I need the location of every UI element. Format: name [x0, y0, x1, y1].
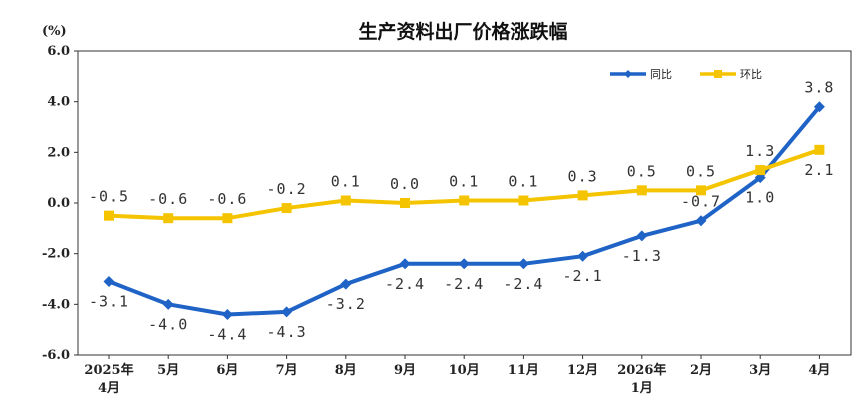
data-point — [340, 278, 352, 290]
data-point — [636, 185, 647, 196]
x-tick-label: 7月 — [276, 363, 298, 378]
data-label: 0.3 — [568, 167, 598, 185]
data-point — [813, 101, 825, 113]
data-point — [340, 195, 351, 206]
data-label: -2.4 — [385, 275, 425, 293]
y-tick-label: 6.0 — [47, 44, 70, 59]
y-tick-label: -2.0 — [42, 247, 70, 262]
data-label: 1.3 — [745, 142, 775, 160]
data-labels: -3.1 -4.0 -4.4 -4.3 -3.2 -2.4 -2.4 -2.4 -2.1 -1.3… — [89, 79, 834, 344]
markers — [103, 101, 825, 320]
x-tick-label: 1月 — [631, 381, 653, 396]
data-point — [577, 250, 589, 262]
y-tick-label: -4.0 — [42, 297, 70, 312]
legend-swatch-marker — [624, 70, 632, 78]
data-point — [458, 258, 470, 270]
data-point — [755, 165, 766, 176]
data-label: -0.6 — [148, 190, 188, 208]
data-label: -2.1 — [563, 267, 603, 285]
data-label: 0.1 — [331, 172, 361, 190]
data-label: 0.1 — [508, 172, 538, 190]
data-point — [517, 258, 529, 270]
x-tick-label: 4月 — [98, 381, 120, 396]
axes: 6.0 4.0 2.0 0.0 -2.0 -4.0 -6.0 2025年 4月 5月 6月 7月 8月 9… — [42, 44, 852, 396]
chart-title: 生产资料出厂价格涨跌幅 — [358, 20, 567, 43]
x-tick-label: 4月 — [808, 363, 830, 378]
y-tick-label: 4.0 — [47, 95, 70, 110]
data-point — [222, 213, 233, 224]
y-tick-label: -6.0 — [42, 348, 70, 363]
data-label: -3.1 — [89, 293, 129, 311]
data-point — [459, 195, 470, 206]
data-point — [281, 203, 292, 214]
data-point — [163, 213, 174, 224]
data-label: 2.1 — [804, 161, 834, 179]
x-tick-label: 2025年 — [84, 362, 133, 378]
data-point — [518, 195, 529, 206]
legend-swatch-marker — [714, 70, 722, 78]
data-label: -0.5 — [89, 188, 129, 206]
y-unit-label: (%) — [42, 24, 67, 39]
data-label: -3.2 — [326, 295, 366, 313]
data-label: -2.4 — [503, 275, 543, 293]
x-tick-label: 3月 — [749, 363, 771, 378]
x-tick-label: 8月 — [335, 363, 357, 378]
data-label: 0.5 — [686, 162, 716, 180]
data-point — [281, 306, 293, 318]
x-tick-label: 9月 — [394, 363, 416, 378]
data-point — [104, 210, 114, 221]
data-label: -4.3 — [267, 323, 307, 341]
legend-label: 同比 — [650, 68, 672, 81]
data-label: 1.0 — [745, 189, 775, 207]
data-point — [221, 308, 233, 320]
x-tick-label: 6月 — [216, 363, 238, 378]
data-label: 3.8 — [804, 79, 834, 97]
data-label: -4.0 — [148, 315, 188, 333]
data-label: -4.4 — [207, 325, 247, 343]
data-point — [695, 215, 707, 227]
data-label: 0.1 — [449, 172, 479, 190]
legend-label: 环比 — [740, 68, 762, 81]
data-label: 0.0 — [390, 175, 420, 193]
x-tick-label: 2月 — [690, 363, 712, 378]
data-point — [400, 198, 410, 208]
data-label: -0.2 — [267, 180, 307, 198]
y-tick-label: 2.0 — [47, 145, 70, 160]
x-tick-label: 2026年 — [617, 362, 666, 378]
x-tick-label: 5月 — [157, 363, 179, 378]
data-point — [399, 258, 411, 270]
data-label: -1.3 — [622, 247, 662, 265]
data-point — [696, 185, 706, 196]
data-point — [103, 276, 115, 288]
data-point — [636, 230, 648, 242]
data-point — [814, 144, 825, 155]
x-tick-label: 10月 — [449, 363, 480, 378]
x-tick-label: 12月 — [567, 363, 598, 378]
data-label: 0.5 — [627, 162, 657, 180]
data-point — [577, 190, 588, 201]
y-tick-label: 0.0 — [47, 196, 70, 211]
data-label: -0.7 — [681, 193, 721, 211]
data-point — [162, 298, 174, 310]
data-label: -2.4 — [444, 275, 484, 293]
x-tick-label: 11月 — [508, 363, 539, 378]
legend: 同比 环比 — [610, 68, 762, 81]
data-label: -0.6 — [207, 190, 247, 208]
